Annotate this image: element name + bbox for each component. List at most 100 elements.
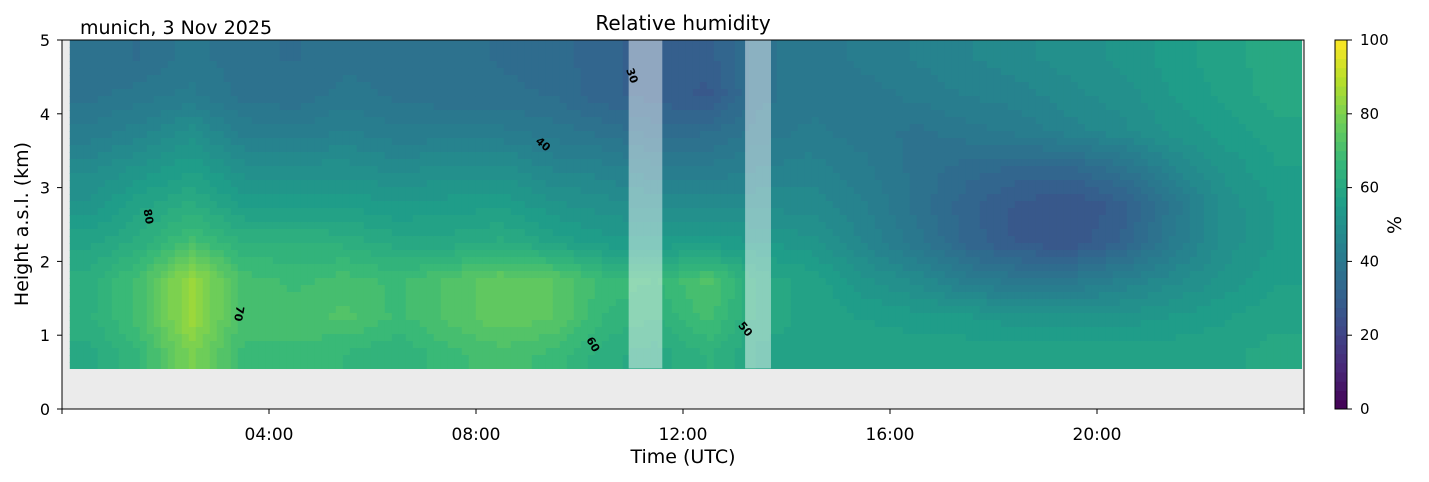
- heatmap-cell: [559, 362, 568, 369]
- heatmap-cell: [349, 327, 358, 335]
- heatmap-cell: [265, 320, 274, 328]
- heatmap-cell: [426, 124, 435, 132]
- heatmap-cell: [251, 173, 260, 181]
- heatmap-cell: [230, 103, 239, 111]
- heatmap-cell: [69, 243, 78, 251]
- heatmap-cell: [482, 271, 491, 279]
- heatmap-cell: [762, 89, 771, 97]
- heatmap-cell: [629, 278, 638, 286]
- heatmap-cell: [762, 278, 771, 286]
- heatmap-cell: [573, 264, 582, 272]
- heatmap-cell: [699, 96, 708, 104]
- heatmap-cell: [671, 257, 680, 265]
- heatmap-cell: [328, 208, 337, 216]
- heatmap-cell: [202, 250, 211, 258]
- heatmap-cell: [587, 68, 596, 76]
- heatmap-cell: [762, 229, 771, 237]
- heatmap-cell: [573, 215, 582, 223]
- heatmap-cell: [741, 278, 750, 286]
- heatmap-cell: [272, 257, 281, 265]
- heatmap-cell: [594, 159, 603, 167]
- heatmap-cell: [363, 187, 372, 195]
- heatmap-cell: [349, 222, 358, 230]
- heatmap-cell: [727, 166, 736, 174]
- heatmap-cell: [314, 243, 323, 251]
- heatmap-cell: [594, 103, 603, 111]
- heatmap-cell: [545, 103, 554, 111]
- heatmap-cell: [342, 250, 351, 258]
- heatmap-cell: [566, 229, 575, 237]
- heatmap-cell: [629, 236, 638, 244]
- heatmap-cell: [678, 201, 687, 209]
- heatmap-cell: [209, 292, 218, 300]
- heatmap-cell: [783, 306, 792, 314]
- heatmap-cell: [391, 285, 400, 293]
- heatmap-cell: [412, 96, 421, 104]
- heatmap-cell: [251, 236, 260, 244]
- heatmap-cell: [146, 355, 155, 363]
- heatmap-cell: [223, 327, 232, 335]
- heatmap-cell: [293, 327, 302, 335]
- heatmap-cell: [713, 82, 722, 90]
- heatmap-cell: [146, 222, 155, 230]
- heatmap-cell: [468, 96, 477, 104]
- heatmap-cell: [237, 320, 246, 328]
- heatmap-cell: [727, 278, 736, 286]
- heatmap-cell: [223, 117, 232, 125]
- heatmap-cell: [531, 187, 540, 195]
- heatmap-cell: [405, 362, 414, 369]
- heatmap-cell: [440, 194, 449, 202]
- heatmap-cell: [125, 68, 134, 76]
- heatmap-cell: [790, 61, 799, 69]
- heatmap-cell: [552, 152, 561, 160]
- heatmap-cell: [412, 82, 421, 90]
- heatmap-cell: [69, 355, 78, 363]
- heatmap-cell: [615, 348, 624, 356]
- heatmap-cell: [566, 159, 575, 167]
- heatmap-cell: [762, 208, 771, 216]
- heatmap-cell: [776, 208, 785, 216]
- heatmap-cell: [377, 166, 386, 174]
- heatmap-cell: [517, 173, 526, 181]
- heatmap-cell: [265, 159, 274, 167]
- heatmap-cell: [552, 89, 561, 97]
- heatmap-cell: [664, 341, 673, 349]
- heatmap-cell: [482, 75, 491, 83]
- heatmap-cell: [601, 54, 610, 62]
- heatmap-cell: [755, 47, 764, 55]
- heatmap-cell: [139, 243, 148, 251]
- heatmap-cell: [223, 215, 232, 223]
- heatmap-cell: [181, 117, 190, 125]
- heatmap-cell: [538, 159, 547, 167]
- heatmap-cell: [643, 243, 652, 251]
- heatmap-cell: [594, 138, 603, 146]
- heatmap-cell: [419, 103, 428, 111]
- heatmap-cell: [160, 89, 169, 97]
- heatmap-cell: [405, 47, 414, 55]
- heatmap-cell: [244, 362, 253, 369]
- heatmap-cell: [468, 61, 477, 69]
- heatmap-cell: [279, 103, 288, 111]
- heatmap-cell: [398, 341, 407, 349]
- heatmap-cell: [349, 362, 358, 369]
- heatmap-cell: [104, 75, 113, 83]
- heatmap-cell: [636, 327, 645, 335]
- heatmap-cell: [286, 201, 295, 209]
- heatmap-cell: [412, 229, 421, 237]
- heatmap-cell: [741, 103, 750, 111]
- heatmap-cell: [363, 306, 372, 314]
- heatmap-cell: [776, 194, 785, 202]
- heatmap-cell: [398, 236, 407, 244]
- heatmap-cell: [517, 229, 526, 237]
- heatmap-cell: [335, 292, 344, 300]
- heatmap-cell: [811, 54, 820, 62]
- heatmap-cell: [181, 89, 190, 97]
- heatmap-cell: [251, 208, 260, 216]
- heatmap-cell: [790, 257, 799, 265]
- heatmap-cell: [692, 40, 701, 48]
- heatmap-cell: [181, 61, 190, 69]
- heatmap-cell: [181, 75, 190, 83]
- heatmap-cell: [111, 124, 120, 132]
- heatmap-cell: [447, 68, 456, 76]
- heatmap-cell: [384, 348, 393, 356]
